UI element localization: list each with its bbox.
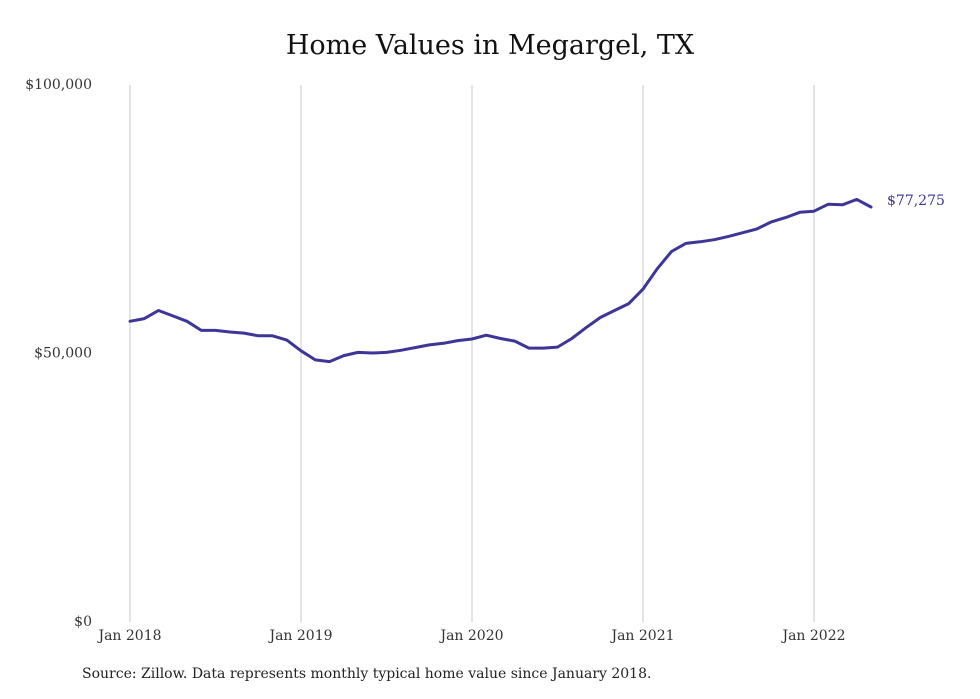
data-point-8 bbox=[243, 332, 246, 335]
data-point-13 bbox=[314, 358, 317, 361]
data-point-41 bbox=[713, 238, 716, 241]
data-point-33 bbox=[599, 316, 602, 319]
data-point-35 bbox=[627, 302, 630, 305]
data-point-9 bbox=[257, 334, 260, 337]
grid-lines bbox=[129, 85, 815, 622]
data-point-32 bbox=[585, 326, 588, 329]
y-tick-label-0: $0 bbox=[74, 614, 92, 630]
data-point-38 bbox=[670, 250, 673, 253]
x-tick-label-2: Jan 2020 bbox=[438, 628, 503, 644]
data-point-27 bbox=[513, 340, 516, 343]
data-point-40 bbox=[699, 240, 702, 243]
data-point-15 bbox=[342, 354, 345, 357]
data-point-51 bbox=[855, 198, 858, 201]
data-point-16 bbox=[357, 351, 360, 354]
data-point-50 bbox=[841, 203, 844, 206]
label-layer: $77,275 bbox=[887, 193, 945, 209]
x-tick-label-4: Jan 2022 bbox=[780, 628, 845, 644]
data-point-6 bbox=[214, 329, 217, 332]
data-point-21 bbox=[428, 343, 431, 346]
data-point-20 bbox=[414, 346, 417, 349]
data-point-29 bbox=[542, 347, 545, 350]
data-point-47 bbox=[798, 211, 801, 214]
data-point-45 bbox=[770, 220, 773, 223]
data-point-36 bbox=[642, 288, 645, 291]
end-value-label: $77,275 bbox=[887, 193, 945, 209]
y-tick-label-2: $100,000 bbox=[25, 77, 92, 93]
y-tick-label-1: $50,000 bbox=[34, 346, 92, 362]
data-point-43 bbox=[741, 231, 744, 234]
data-point-24 bbox=[471, 338, 474, 341]
data-point-0 bbox=[129, 320, 132, 323]
data-point-7 bbox=[228, 331, 231, 334]
data-point-46 bbox=[784, 216, 787, 219]
data-point-30 bbox=[556, 346, 559, 349]
data-point-48 bbox=[813, 210, 816, 213]
data-point-3 bbox=[171, 314, 174, 317]
data-point-39 bbox=[684, 242, 687, 245]
data-point-23 bbox=[456, 339, 459, 342]
data-point-11 bbox=[285, 339, 288, 342]
data-point-10 bbox=[271, 334, 274, 337]
data-point-34 bbox=[613, 309, 616, 312]
data-point-19 bbox=[399, 349, 402, 352]
data-point-44 bbox=[756, 227, 759, 230]
data-point-49 bbox=[827, 203, 830, 206]
data-point-26 bbox=[499, 337, 502, 340]
data-point-5 bbox=[200, 329, 203, 332]
data-point-2 bbox=[157, 309, 160, 312]
data-point-28 bbox=[528, 347, 531, 350]
data-point-14 bbox=[328, 360, 331, 363]
x-tick-label-3: Jan 2021 bbox=[609, 628, 674, 644]
series-line-0 bbox=[128, 197, 873, 364]
chart-title: Home Values in Megargel, TX bbox=[285, 30, 695, 61]
data-point-1 bbox=[143, 317, 146, 320]
series-layer bbox=[128, 197, 873, 364]
data-point-52 bbox=[870, 206, 873, 209]
data-point-22 bbox=[442, 342, 445, 345]
data-point-12 bbox=[300, 349, 303, 352]
data-point-25 bbox=[485, 334, 488, 337]
data-point-37 bbox=[656, 267, 659, 270]
data-point-17 bbox=[371, 352, 374, 355]
data-point-31 bbox=[570, 337, 573, 340]
x-tick-label-0: Jan 2018 bbox=[96, 628, 161, 644]
data-point-4 bbox=[186, 320, 189, 323]
source-note: Source: Zillow. Data represents monthly … bbox=[82, 666, 652, 682]
x-axis-ticks: Jan 2018 Jan 2019 Jan 2020 Jan 2021 Jan 2022 bbox=[96, 628, 845, 644]
data-point-42 bbox=[727, 235, 730, 238]
y-axis-ticks: $0 $50,000 $100,000 bbox=[25, 77, 92, 630]
x-tick-label-1: Jan 2019 bbox=[267, 628, 332, 644]
data-point-18 bbox=[385, 351, 388, 354]
